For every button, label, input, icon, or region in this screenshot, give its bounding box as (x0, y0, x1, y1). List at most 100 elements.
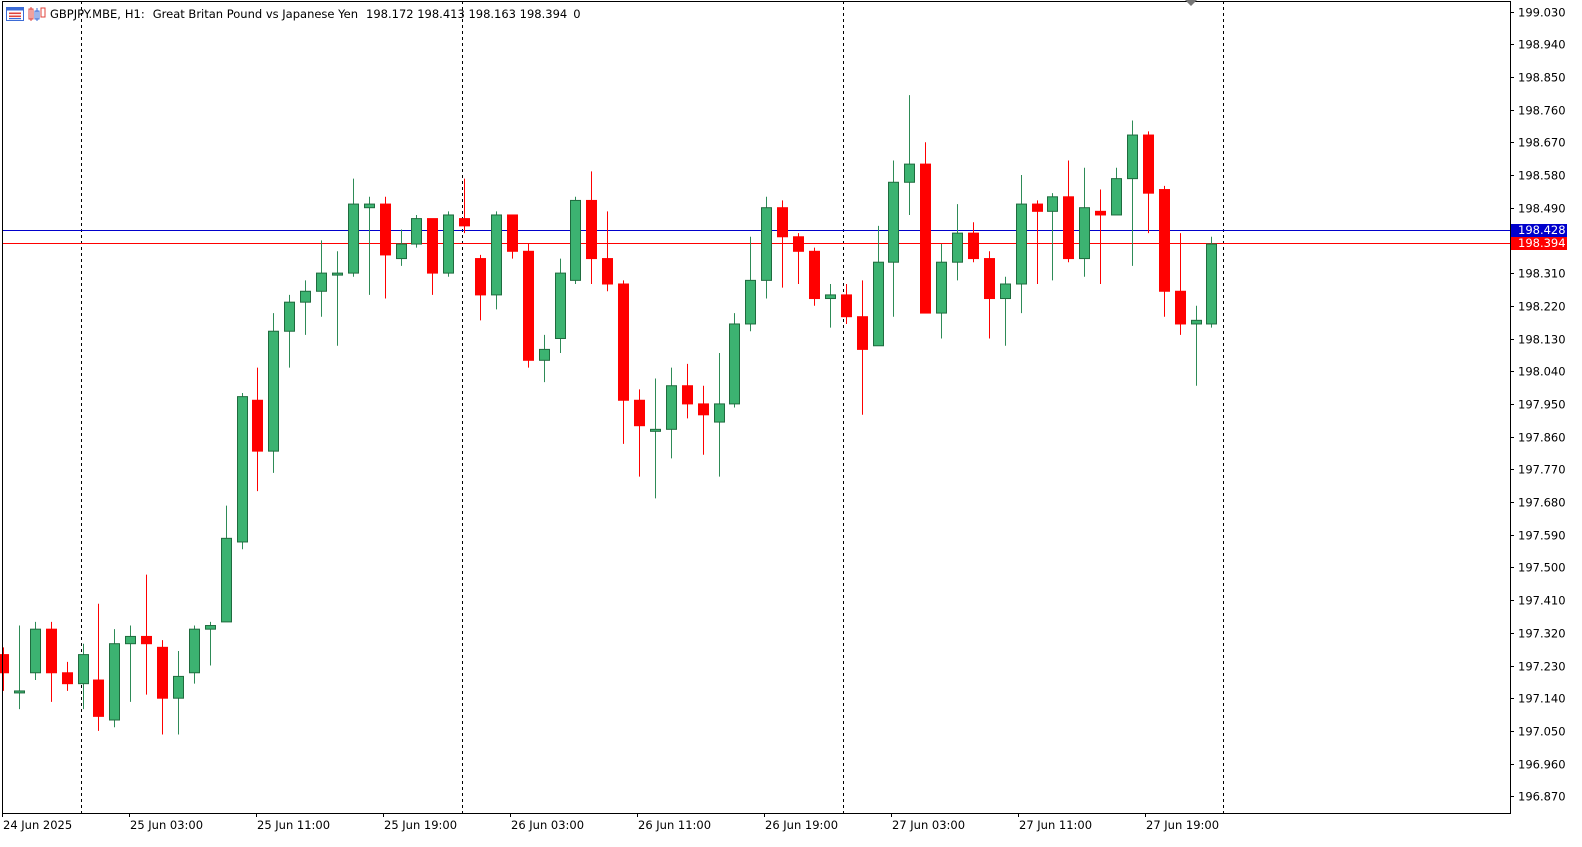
candle[interactable] (427, 218, 438, 295)
candle[interactable] (539, 334, 550, 383)
candle[interactable] (602, 211, 613, 292)
chart-type-icon[interactable] (28, 6, 46, 22)
shift-marker-icon[interactable] (1185, 0, 1197, 6)
time-tick-label: 24 Jun 2025 (3, 818, 72, 832)
candle[interactable] (920, 142, 931, 314)
candle[interactable] (46, 621, 57, 702)
candle[interactable] (968, 222, 979, 263)
candle[interactable] (634, 389, 645, 477)
candle[interactable] (745, 236, 756, 332)
bull-candle-body (491, 214, 502, 296)
price-tick-label: 198.490 (1518, 202, 1566, 216)
candle[interactable] (1159, 185, 1170, 317)
candle[interactable] (586, 171, 597, 284)
price-tick-label: 197.050 (1518, 725, 1566, 739)
candle[interactable] (109, 629, 120, 728)
candle[interactable] (93, 603, 104, 731)
candle[interactable] (1206, 236, 1217, 328)
candle[interactable] (459, 178, 470, 234)
candles[interactable] (0, 95, 1217, 735)
candle[interactable] (1032, 200, 1043, 284)
candle[interactable] (157, 640, 168, 735)
candle[interactable] (904, 95, 915, 215)
candle[interactable] (570, 196, 581, 284)
candle[interactable] (1016, 175, 1027, 314)
candle[interactable] (809, 247, 820, 306)
candle[interactable] (793, 233, 804, 284)
candle[interactable] (650, 378, 661, 499)
candle[interactable] (618, 280, 629, 444)
candle[interactable] (857, 280, 868, 415)
candle[interactable] (205, 621, 216, 666)
candle[interactable] (475, 254, 486, 321)
candle[interactable] (491, 211, 502, 310)
price-tick-label: 197.140 (1518, 692, 1566, 706)
candle[interactable] (1175, 233, 1186, 335)
price-axis[interactable]: 199.030 198.940 198.850 198.760 198.670 198.5… (1510, 6, 1566, 804)
candle[interactable] (841, 284, 852, 324)
candle[interactable] (1111, 167, 1122, 216)
candle[interactable] (698, 385, 709, 455)
candle[interactable] (396, 229, 407, 266)
candle[interactable] (364, 196, 375, 295)
candle[interactable] (1000, 276, 1011, 346)
candle[interactable] (952, 204, 963, 281)
candle[interactable] (300, 280, 311, 335)
candle[interactable] (1079, 167, 1090, 277)
candle[interactable] (873, 225, 884, 347)
candle[interactable] (1191, 305, 1202, 386)
candle[interactable] (936, 244, 947, 339)
candle[interactable] (78, 643, 89, 710)
candle[interactable] (1047, 193, 1058, 281)
candle[interactable] (173, 650, 184, 735)
bull-candle-body (761, 207, 772, 281)
candle[interactable] (761, 196, 772, 299)
candle[interactable] (62, 661, 73, 691)
candle[interactable] (189, 625, 200, 684)
candle[interactable] (221, 505, 232, 623)
bull-candle-body (539, 348, 550, 361)
candle[interactable] (30, 621, 41, 681)
candle[interactable] (888, 160, 899, 317)
candle[interactable] (1127, 120, 1138, 266)
time-tick-label: 27 Jun 03:00 (892, 818, 965, 832)
candle[interactable] (729, 313, 740, 408)
bull-candle-body (936, 261, 947, 314)
candle[interactable] (252, 367, 263, 492)
candle[interactable] (984, 251, 995, 339)
candle[interactable] (0, 647, 9, 691)
bear-candle-body (427, 218, 438, 274)
candle[interactable] (682, 363, 693, 419)
candle[interactable] (777, 200, 788, 288)
candle[interactable] (237, 393, 248, 550)
candle[interactable] (555, 258, 566, 354)
candle[interactable] (284, 294, 295, 368)
candle[interactable] (141, 574, 152, 695)
candle[interactable] (825, 284, 836, 328)
candle[interactable] (268, 313, 279, 473)
bull-candle-body (666, 385, 677, 430)
candle[interactable] (1063, 160, 1074, 263)
market-watch-icon[interactable] (6, 6, 24, 22)
bear-candle-body (682, 385, 693, 405)
candle[interactable] (714, 353, 725, 477)
candle[interactable] (332, 251, 343, 346)
candle[interactable] (1143, 131, 1154, 234)
candle[interactable] (523, 244, 534, 368)
candle[interactable] (443, 211, 454, 277)
candle[interactable] (411, 214, 422, 248)
candle[interactable] (348, 178, 359, 277)
candle[interactable] (316, 240, 327, 317)
candle[interactable] (125, 625, 136, 702)
bear-candle-body (46, 628, 57, 674)
time-axis[interactable]: 24 Jun 2025 25 Jun 03:00 25 Jun 11:00 25 Ju… (2, 813, 1220, 832)
candle[interactable] (380, 196, 391, 299)
bull-candle-body (300, 290, 311, 303)
candle[interactable] (666, 367, 677, 459)
candle[interactable] (1095, 189, 1106, 284)
candle[interactable] (14, 625, 25, 710)
candle[interactable] (507, 214, 518, 259)
